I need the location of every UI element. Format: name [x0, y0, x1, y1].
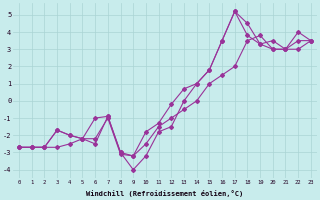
X-axis label: Windchill (Refroidissement éolien,°C): Windchill (Refroidissement éolien,°C)	[86, 190, 244, 197]
